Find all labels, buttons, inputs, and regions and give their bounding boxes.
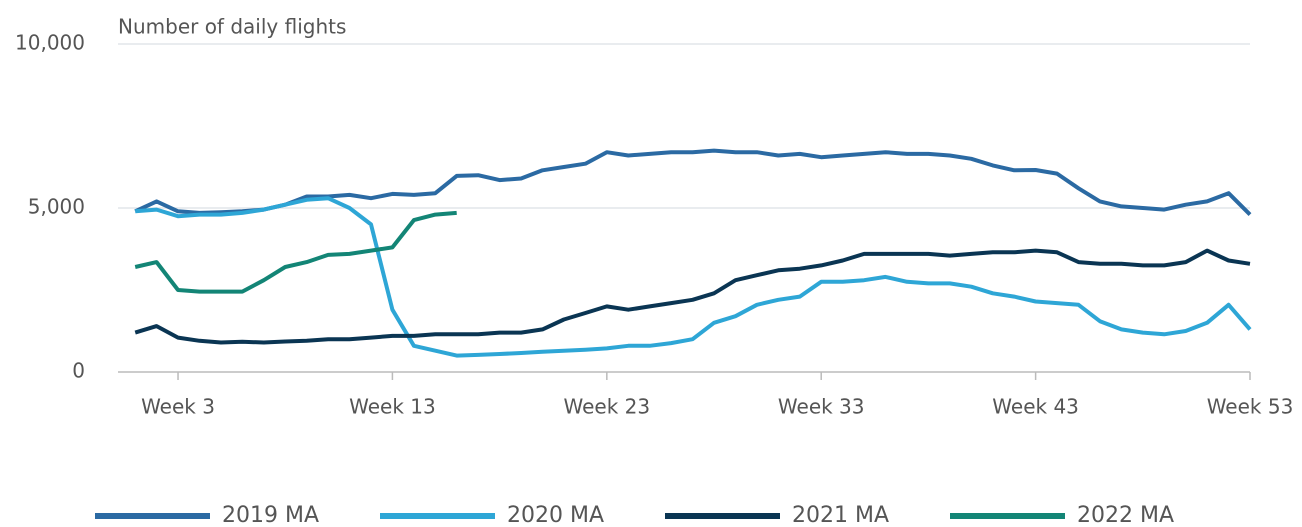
- y-tick-label: 0: [72, 359, 85, 383]
- series-line: [134, 148, 1252, 217]
- x-tick-label: Week 13: [349, 395, 436, 419]
- legend-label: 2022 MA: [1077, 503, 1174, 527]
- x-tick-label: Week 33: [778, 395, 865, 419]
- series-line: [134, 210, 457, 294]
- x-tick-label: Week 43: [992, 395, 1079, 419]
- series-line: [134, 248, 1251, 345]
- x-tick-label: Week 3: [141, 395, 215, 419]
- series-line: [135, 196, 1252, 358]
- legend-label: 2020 MA: [507, 503, 604, 527]
- axis-title: Number of daily flights: [118, 15, 346, 39]
- legend-label: 2019 MA: [222, 503, 319, 527]
- x-tick-label: Week 23: [564, 395, 651, 419]
- legend-label: 2021 MA: [792, 503, 889, 527]
- x-tick-label: Week 53: [1207, 395, 1294, 419]
- y-tick-label: 10,000: [15, 31, 85, 55]
- y-tick-label: 5,000: [28, 195, 85, 219]
